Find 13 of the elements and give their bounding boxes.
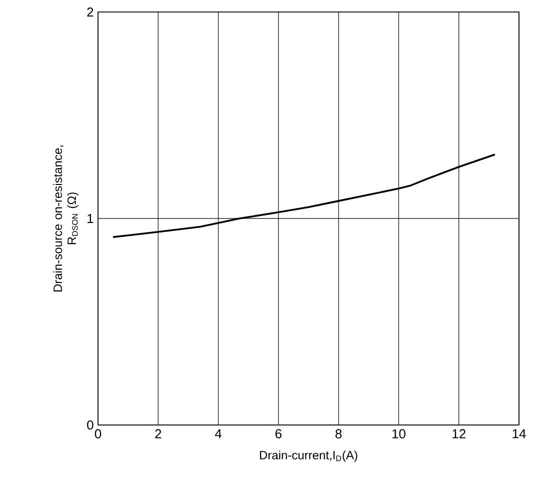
y-tick-label: 1 [88, 214, 94, 223]
y-tick-label: 2 [87, 7, 94, 17]
x-tick-label: 10 [392, 429, 406, 438]
x-tick-label: 14 [512, 429, 526, 438]
x-tick-label: 8 [336, 429, 342, 438]
x-tick-label: 0 [94, 429, 102, 438]
x-tick-label: 12 [452, 429, 466, 438]
x-tick-label: 4 [214, 429, 222, 438]
x-axis-title: Drain-current,I$_{D}$(A) [260, 450, 358, 462]
y-tick-label: 0 [87, 420, 94, 430]
line-series [112, 154, 496, 238]
x-tick-label: 6 [275, 429, 282, 438]
x-tick-label: 2 [155, 429, 162, 438]
